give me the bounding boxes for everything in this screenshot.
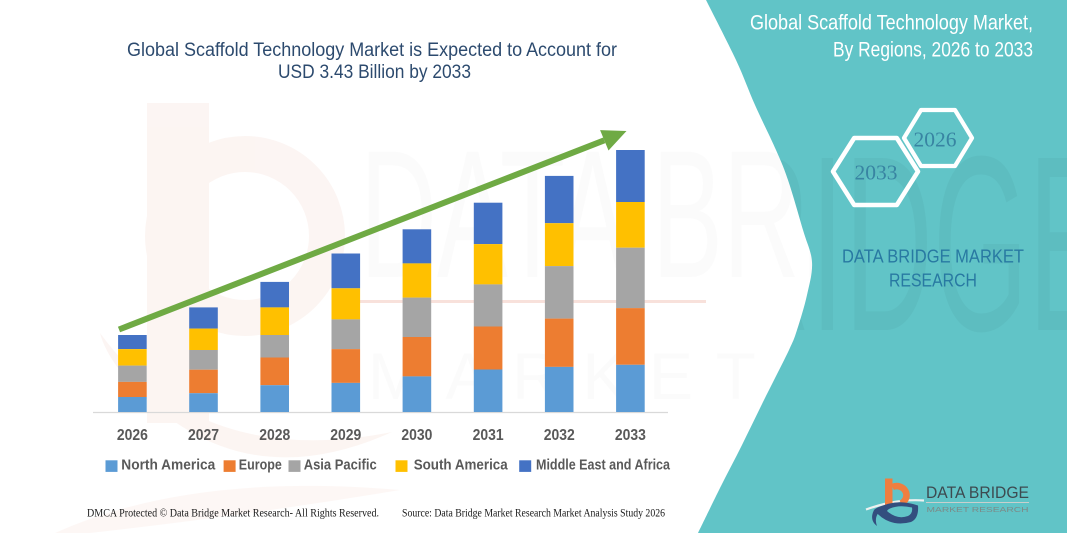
svg-text:DATA BRIDGE MARKET: DATA BRIDGE MARKET	[842, 246, 1024, 267]
svg-text:2033: 2033	[615, 427, 646, 444]
svg-text:DMCA Protected © Data Bridge M: DMCA Protected © Data Bridge Market Rese…	[87, 506, 379, 520]
svg-text:South America: South America	[414, 457, 509, 473]
svg-text:RESEARCH: RESEARCH	[889, 270, 977, 291]
svg-text:USD 3.43 Billion by 2033: USD 3.43 Billion by 2033	[278, 62, 471, 83]
svg-text:2026: 2026	[914, 128, 957, 152]
svg-text:MARKET RESEARCH: MARKET RESEARCH	[927, 505, 1029, 514]
svg-text:North America: North America	[121, 457, 216, 473]
svg-text:Global Scaffold Technology Mar: Global Scaffold Technology Market is Exp…	[127, 40, 618, 61]
svg-text:Source: Data Bridge Market Res: Source: Data Bridge Market Research Mark…	[402, 506, 665, 520]
svg-text:Asia Pacific: Asia Pacific	[304, 457, 377, 473]
svg-text:2032: 2032	[544, 427, 575, 444]
svg-text:2027: 2027	[188, 427, 219, 444]
svg-text:2033: 2033	[855, 161, 898, 185]
svg-text:2029: 2029	[330, 427, 361, 444]
svg-text:Global Scaffold Technology Mar: Global Scaffold Technology Market,	[750, 11, 1033, 35]
svg-text:DATA BRIDGE: DATA BRIDGE	[926, 484, 1029, 502]
svg-text:2030: 2030	[401, 427, 432, 444]
svg-text:Middle East and Africa: Middle East and Africa	[536, 457, 671, 473]
svg-text:2026: 2026	[117, 427, 148, 444]
svg-text:By Regions, 2026 to 2033: By Regions, 2026 to 2033	[833, 38, 1033, 62]
svg-text:2031: 2031	[473, 427, 504, 444]
svg-text:Europe: Europe	[239, 457, 282, 473]
svg-text:2028: 2028	[259, 427, 290, 444]
